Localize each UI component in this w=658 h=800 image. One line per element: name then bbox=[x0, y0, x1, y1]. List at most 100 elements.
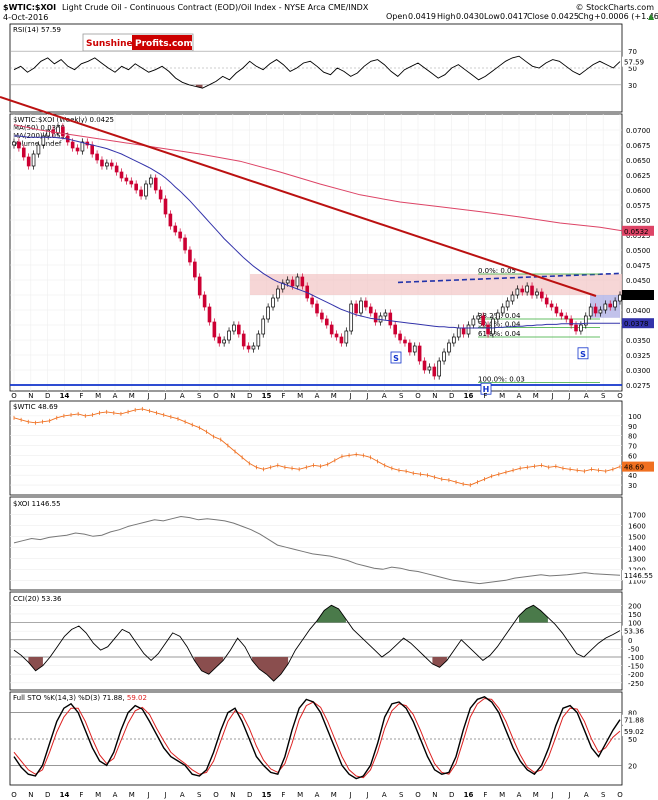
x-axis-label-price: A bbox=[517, 392, 522, 400]
price-last-label-bg bbox=[622, 225, 654, 236]
price-tick: 0.0400 bbox=[626, 307, 651, 315]
price-candle-body bbox=[329, 324, 334, 335]
indicator-fills bbox=[28, 84, 548, 682]
x-axis-label-price: D bbox=[449, 392, 454, 400]
x-axis-label-price: M bbox=[499, 392, 505, 400]
x-axis-label-price: 15 bbox=[262, 392, 272, 400]
sto-tick: 50 bbox=[628, 736, 637, 744]
x-axis-label-bottom: M bbox=[95, 791, 101, 799]
price-candle-body bbox=[593, 306, 598, 314]
price-candle-body bbox=[227, 330, 231, 341]
price-candle-body bbox=[266, 306, 270, 320]
xoi-legend: $XOI 1146.55 bbox=[13, 500, 61, 508]
price-candle-body bbox=[608, 303, 613, 308]
cci-oversold-fill bbox=[28, 657, 43, 671]
pattern-marker-label: H bbox=[483, 385, 490, 394]
price-candle-body bbox=[496, 312, 500, 320]
sto-d-last-label: 59.02 bbox=[624, 728, 644, 736]
price-candle-body bbox=[202, 294, 207, 308]
price-candle-body bbox=[349, 303, 354, 332]
price-candle-body bbox=[588, 306, 593, 317]
cci-oversold-fill bbox=[252, 657, 289, 682]
price-candle-body bbox=[144, 183, 148, 197]
wtic-tick: 40 bbox=[628, 472, 637, 480]
price-candle-body bbox=[466, 324, 471, 335]
price-candle-body bbox=[359, 300, 363, 314]
price-candle-body bbox=[90, 144, 94, 155]
wtic-tick: 60 bbox=[628, 452, 637, 460]
wtic-tick: 30 bbox=[628, 482, 637, 490]
price-candle-body bbox=[408, 342, 412, 353]
xoi-tick: 1100 bbox=[628, 577, 646, 585]
x-axis-label-bottom: F bbox=[79, 791, 83, 799]
price-candle-body bbox=[388, 312, 393, 326]
x-axis-label-bottom: J bbox=[147, 791, 150, 799]
xoi-tick: 1700 bbox=[628, 511, 646, 519]
price-candle-body bbox=[368, 306, 373, 314]
wtic-legend: $WTIC 48.69 bbox=[13, 403, 58, 411]
price-candle-body bbox=[598, 309, 603, 314]
x-axis-label-bottom: N bbox=[432, 791, 437, 799]
x-axis-label-bottom: O bbox=[11, 791, 17, 799]
x-axis-label-price: O bbox=[617, 392, 623, 400]
x-axis-label-price: F bbox=[483, 392, 487, 400]
price-tick: 0.0500 bbox=[626, 247, 651, 255]
cci-oversold-fill bbox=[432, 657, 447, 668]
cci-oversold-fill bbox=[194, 657, 224, 675]
x-axis-label-price: D bbox=[247, 392, 252, 400]
price-candle-body bbox=[61, 126, 65, 137]
x-axis-label-bottom: A bbox=[517, 791, 522, 799]
x-axis-label-bottom: S bbox=[197, 791, 202, 799]
low-value: 0.0417 bbox=[500, 12, 528, 21]
price-tick: 0.0650 bbox=[626, 157, 651, 165]
price-candle-body bbox=[256, 333, 261, 347]
pattern-marker-box bbox=[480, 382, 492, 395]
price-legend-1: $WTIC:$XOI (Weekly) 0.0425 bbox=[13, 116, 114, 124]
x-axis-label-price: N bbox=[432, 392, 437, 400]
price-candle-body bbox=[549, 303, 554, 308]
x-axis-label-bottom: J bbox=[163, 791, 166, 799]
pattern-marker-label: S bbox=[393, 354, 399, 363]
price-candle-body bbox=[613, 300, 617, 308]
x-axis-label-price: A bbox=[113, 392, 118, 400]
price-candle-body bbox=[510, 294, 515, 302]
close-value: 0.0425 bbox=[551, 12, 579, 21]
cci-tick: 100 bbox=[628, 620, 641, 628]
x-axis-label-price: J bbox=[349, 392, 352, 400]
x-axis-label-price: N bbox=[28, 392, 33, 400]
x-axis-label-bottom: A bbox=[315, 791, 320, 799]
price-tick: 0.0625 bbox=[626, 172, 651, 180]
rsi-tick: 70 bbox=[628, 48, 637, 56]
price-candle-body bbox=[505, 300, 510, 308]
wtic-tick: 70 bbox=[628, 443, 637, 451]
indicator-lines bbox=[0, 55, 623, 780]
price-candle-body bbox=[41, 135, 46, 146]
price-candle-body bbox=[212, 321, 217, 338]
price-candle-body bbox=[452, 336, 456, 344]
price-candle-body bbox=[456, 327, 461, 338]
price-candle-body bbox=[183, 237, 187, 251]
price-candle-body bbox=[579, 324, 583, 332]
price-candle-body bbox=[320, 312, 324, 320]
sto-legend: Full STO %K(14,3) %D(3) 71.88, 59.02 bbox=[13, 694, 147, 702]
price-candle-body bbox=[383, 312, 388, 317]
wtic-tick: 80 bbox=[628, 433, 637, 441]
x-axis-label-bottom: M bbox=[533, 791, 539, 799]
x-axis-label-bottom: N bbox=[230, 791, 235, 799]
fibonacci-label: 61.8%: 0.04 bbox=[478, 330, 521, 338]
dashed-resistance-line bbox=[397, 272, 621, 284]
x-axis-label-bottom: O bbox=[415, 791, 421, 799]
pattern-marker-label: S bbox=[580, 350, 586, 359]
chart-description: Light Crude Oil - Continuous Contract (E… bbox=[62, 3, 369, 12]
price-candle-body bbox=[500, 306, 505, 314]
price-legend-4: Volume undef bbox=[13, 140, 62, 148]
price-candle-body bbox=[217, 336, 222, 344]
price-last-label-bg bbox=[622, 318, 654, 329]
price-last-label: 0.0425 bbox=[624, 292, 649, 300]
x-axis-label-bottom: N bbox=[28, 791, 33, 799]
price-candle-body bbox=[188, 249, 192, 263]
price-candle-body bbox=[559, 312, 564, 317]
price-candle-body bbox=[158, 189, 163, 200]
price-candle-body bbox=[354, 303, 358, 314]
price-candle-body bbox=[70, 141, 75, 149]
